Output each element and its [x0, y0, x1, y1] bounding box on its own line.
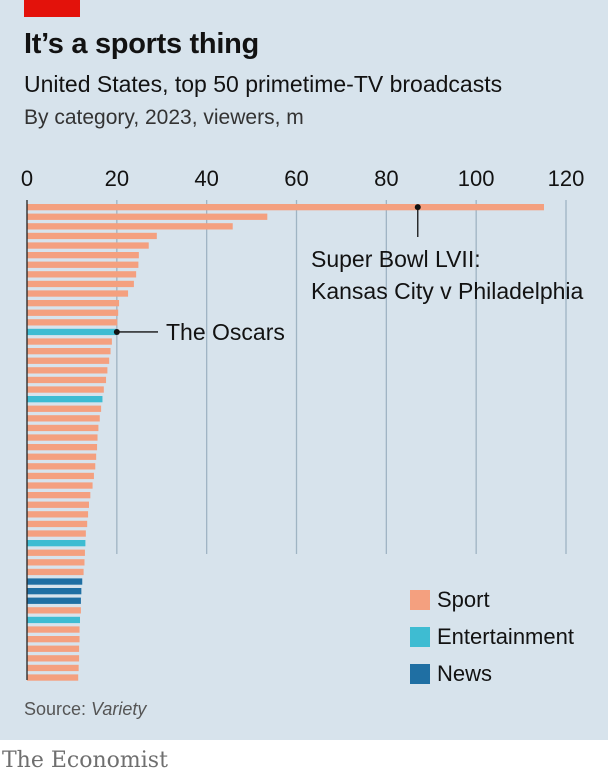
bar-sport	[27, 424, 99, 432]
x-tick-label: 120	[548, 166, 585, 191]
chart-title: It’s a sports thing	[24, 28, 259, 60]
x-tick-label: 60	[284, 166, 308, 191]
annotations: Super Bowl LVII: Kansas City v Philadelph…	[113, 204, 584, 345]
bar-sport	[27, 492, 91, 499]
annotation-label: Super Bowl LVII:	[311, 246, 481, 272]
bar-sport	[27, 204, 544, 211]
bars	[27, 204, 544, 681]
x-tick-label: 20	[105, 166, 129, 191]
bar-sport	[27, 434, 98, 441]
bar-sport	[27, 645, 80, 652]
bar-sport	[27, 280, 134, 288]
bar-news	[27, 578, 83, 585]
bar-sport	[27, 232, 157, 240]
bar-sport	[27, 376, 107, 384]
bar-sport	[27, 655, 80, 662]
bar-sport	[27, 559, 85, 566]
legend-swatch-sport	[410, 589, 430, 610]
chart-subtitle: United States, top 50 primetime-TV broad…	[24, 71, 503, 97]
bar-sport	[27, 271, 137, 278]
x-tick-label: 80	[374, 166, 398, 191]
bar-sport	[27, 520, 88, 528]
legend-label-news: News	[437, 660, 493, 686]
brand-wordmark: The Economist	[2, 748, 168, 773]
bar-sport	[27, 319, 118, 326]
bar-sport	[27, 636, 80, 643]
bar-sport	[27, 472, 94, 480]
source-note: Source: Variety	[24, 699, 146, 720]
legend-item-entertainment: Entertainment	[410, 618, 574, 655]
bar-entertainment	[27, 328, 117, 336]
annotation-label: The Oscars	[166, 319, 285, 345]
annotation-dot	[414, 204, 421, 211]
bar-sport	[27, 501, 89, 508]
bar-sport	[27, 261, 139, 268]
annotation-dot	[113, 328, 120, 335]
bar-sport	[27, 463, 96, 470]
bar-sport	[27, 674, 79, 681]
bar-sport	[27, 549, 85, 556]
bar-sport	[27, 223, 233, 230]
legend-label-sport: Sport	[437, 586, 490, 612]
bar-sport	[27, 290, 129, 297]
bar-sport	[27, 568, 84, 576]
bar-sport	[27, 386, 104, 393]
legend-swatch-entertainment	[410, 626, 430, 647]
chart-note: By category, 2023, viewers, m	[24, 106, 304, 129]
bar-sport	[27, 348, 111, 355]
bar-entertainment	[27, 540, 86, 547]
bar-sport	[27, 367, 108, 374]
legend-label-entertainment: Entertainment	[437, 623, 574, 649]
bar-sport	[27, 338, 112, 345]
bar-sport	[27, 607, 81, 614]
bar-sport	[27, 213, 268, 220]
legend-item-news: News	[410, 655, 574, 692]
legend-item-sport: Sport	[410, 581, 574, 618]
grid-lines	[116, 200, 567, 554]
bar-sport	[27, 357, 110, 364]
bar-sport	[27, 626, 80, 633]
bar-sport	[27, 405, 102, 412]
legend: Sport Entertainment News	[410, 581, 574, 692]
source-name: Variety	[91, 699, 147, 719]
annotation-label: Kansas City v Philadelphia	[311, 278, 584, 304]
bar-news	[27, 588, 82, 595]
brand-tag	[24, 0, 80, 17]
bar-sport	[27, 444, 98, 451]
bar-sport	[27, 482, 93, 489]
bar-sport	[27, 511, 89, 518]
bar-chart: 0 20 40 60 80 100 120 Super Bowl LVII: Kansas C…	[21, 166, 584, 681]
bar-sport	[27, 242, 149, 249]
tick-labels: 0 20 40 60 80 100 120	[21, 166, 584, 191]
source-label: Source:	[24, 699, 92, 719]
bar-sport	[27, 664, 79, 672]
bar-sport	[27, 252, 139, 259]
bar-sport	[27, 453, 97, 460]
bar-sport	[27, 415, 100, 422]
x-tick-label: 40	[194, 166, 218, 191]
bar-sport	[27, 309, 119, 316]
bar-sport	[27, 530, 86, 537]
bar-news	[27, 597, 81, 604]
bar-sport	[27, 300, 120, 307]
x-tick-label: 0	[21, 166, 33, 191]
legend-swatch-news	[410, 663, 430, 684]
bar-entertainment	[27, 616, 81, 624]
x-tick-label: 100	[458, 166, 495, 191]
bar-entertainment	[27, 396, 103, 403]
